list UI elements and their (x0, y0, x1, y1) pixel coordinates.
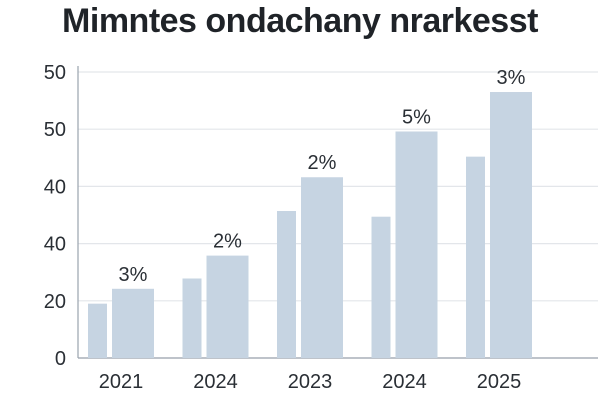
y-tick-label: 50 (44, 119, 66, 141)
bar-series-2 (301, 177, 343, 358)
y-tick-label: 20 (44, 291, 66, 313)
data-label: 2% (213, 231, 242, 253)
bar-series-2 (112, 288, 154, 358)
bar-series-2 (490, 92, 532, 359)
data-label: 2% (308, 152, 337, 174)
bar-series-2 (395, 131, 438, 358)
bar-series-1 (466, 156, 485, 358)
bar-series-1 (182, 278, 202, 358)
data-label: 5% (402, 106, 431, 128)
chart-title: Mimntes ondachany nrarkesst (62, 2, 538, 40)
y-tick-label: 40 (44, 176, 66, 198)
bar-series-1 (277, 210, 296, 358)
data-label: 3% (497, 67, 526, 89)
y-tick-label: 0 (55, 348, 66, 370)
x-tick-label: 2025 (477, 371, 522, 393)
x-tick-label: 2024 (382, 371, 427, 393)
y-tick-label: 40 (44, 234, 66, 256)
y-tick-label: 50 (44, 62, 66, 84)
x-tick-label: 2023 (288, 371, 333, 393)
x-tick-label: 2024 (193, 371, 238, 393)
data-label: 3% (119, 264, 148, 286)
x-tick-label: 2021 (99, 371, 144, 393)
bar-series-1 (371, 216, 391, 358)
bar-series-2 (206, 255, 249, 358)
bar-series-1 (88, 303, 107, 358)
